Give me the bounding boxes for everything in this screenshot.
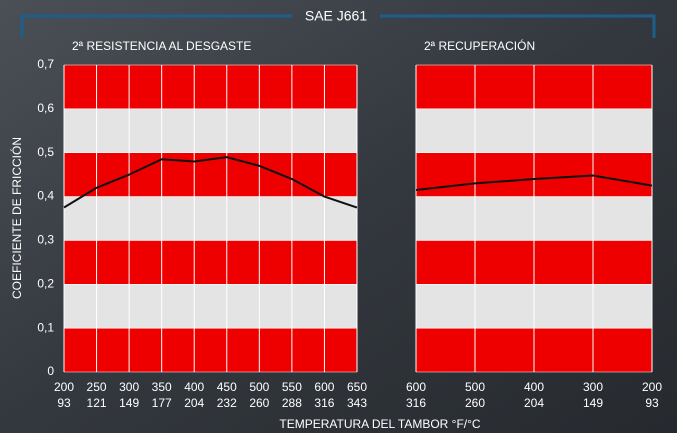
x-tick-label-celsius: 177 xyxy=(152,396,172,410)
x-tick-label: 200 xyxy=(54,380,74,394)
x-tick-label-celsius: 93 xyxy=(645,396,659,410)
panel-title: 2ª RECUPERACIÓN xyxy=(424,38,535,53)
band xyxy=(64,240,357,285)
y-tick-label: 0,6 xyxy=(37,101,54,115)
y-tick-label: 0,7 xyxy=(37,57,54,71)
x-tick-label-celsius: 121 xyxy=(87,396,107,410)
band xyxy=(64,196,357,241)
x-tick-label: 350 xyxy=(152,380,172,394)
x-tick-label-celsius: 343 xyxy=(347,396,367,410)
x-tick-label: 400 xyxy=(524,380,544,394)
x-tick-label-celsius: 260 xyxy=(465,396,485,410)
band xyxy=(64,108,357,153)
x-axis-title: TEMPERATURA DEL TAMBOR °F/°C xyxy=(279,417,481,431)
x-tick-label-celsius: 316 xyxy=(314,396,334,410)
band xyxy=(64,284,357,329)
x-tick-label: 600 xyxy=(314,380,334,394)
x-tick-label: 200 xyxy=(642,380,662,394)
x-tick-label-celsius: 316 xyxy=(406,396,426,410)
x-tick-label: 300 xyxy=(119,380,139,394)
x-tick-label: 500 xyxy=(249,380,269,394)
x-tick-label: 300 xyxy=(583,380,603,394)
y-tick-label: 0,5 xyxy=(37,145,54,159)
x-tick-label-celsius: 288 xyxy=(282,396,302,410)
panel-title: 2ª RESISTENCIA AL DESGASTE xyxy=(72,39,251,53)
band xyxy=(64,65,357,109)
x-tick-label: 600 xyxy=(406,380,426,394)
x-tick-label-celsius: 204 xyxy=(524,396,544,410)
y-axis-title: COEFICIENTE DE FRICCIÓN xyxy=(9,137,24,299)
y-tick-label: 0,1 xyxy=(37,320,54,334)
x-tick-label-celsius: 204 xyxy=(184,396,204,410)
x-tick-label-celsius: 232 xyxy=(217,396,237,410)
x-tick-label: 400 xyxy=(184,380,204,394)
x-tick-label-celsius: 93 xyxy=(57,396,71,410)
line xyxy=(63,156,358,209)
x-tick-label: 650 xyxy=(347,380,367,394)
x-tick-label: 250 xyxy=(87,380,107,394)
x-tick-label: 500 xyxy=(465,380,485,394)
x-tick-label-celsius: 149 xyxy=(119,396,139,410)
y-tick-label: 0 xyxy=(47,364,54,378)
x-tick-label-celsius: 149 xyxy=(583,396,603,410)
x-tick-label: 450 xyxy=(217,380,237,394)
x-tick-label: 550 xyxy=(282,380,302,394)
band xyxy=(64,328,357,372)
y-tick-label: 0,4 xyxy=(37,189,54,203)
main-title: SAE J661 xyxy=(305,8,367,24)
bracket xyxy=(20,14,656,38)
x-tick-label-celsius: 260 xyxy=(249,396,269,410)
line xyxy=(415,174,653,191)
y-tick-label: 0,2 xyxy=(37,276,54,290)
y-tick-label: 0,3 xyxy=(37,233,54,247)
